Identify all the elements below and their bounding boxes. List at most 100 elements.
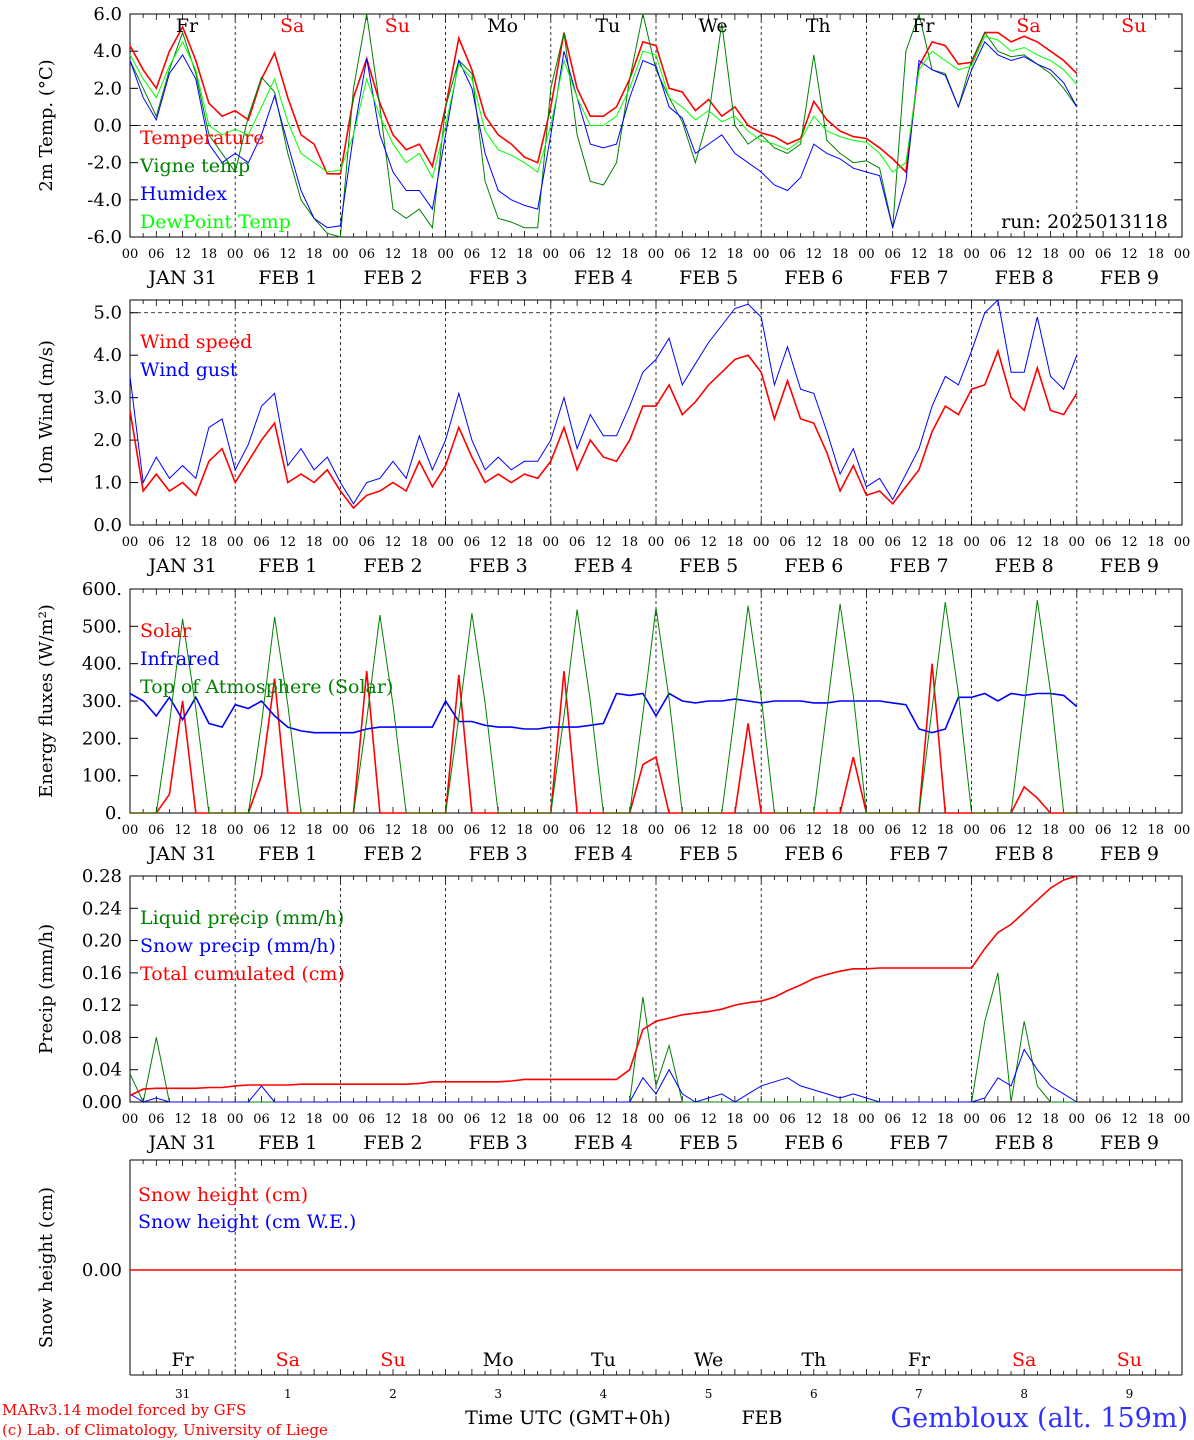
x-hour-label: 12 — [385, 823, 402, 838]
y-tick-label: 0.00 — [82, 1092, 122, 1113]
legend-entry: Solar — [140, 620, 192, 642]
x-hour-label: 12 — [806, 1112, 823, 1127]
weekday-label: We — [694, 1349, 723, 1371]
y-tick-label: 0.04 — [82, 1060, 122, 1081]
x-day-label: FEB 8 — [995, 267, 1054, 289]
series-line — [130, 600, 1077, 814]
legend-entry: Temperature — [140, 127, 264, 149]
y-tick-label: -4.0 — [87, 190, 122, 211]
x-hour-label: 00 — [858, 1112, 875, 1127]
x-hour-label: 18 — [1042, 247, 1059, 262]
legend-entry: DewPoint Temp — [140, 211, 291, 233]
x-hour-label: 18 — [832, 823, 849, 838]
legend-entry: Wind speed — [140, 331, 252, 353]
day-number-label: 4 — [600, 1387, 608, 1401]
x-hour-label: 00 — [1069, 1112, 1086, 1127]
x-hour-label: 18 — [937, 535, 954, 550]
x-hour-label: 18 — [727, 823, 744, 838]
x-hour-label: 06 — [464, 535, 481, 550]
x-hour-label: 06 — [1095, 1112, 1112, 1127]
x-hour-label: 12 — [1016, 823, 1033, 838]
x-day-label: FEB 2 — [363, 555, 422, 577]
y-tick-label: 4.0 — [93, 345, 122, 366]
x-hour-label: 00 — [543, 535, 560, 550]
y-tick-label: 200. — [82, 728, 122, 749]
x-hour-label: 12 — [911, 1112, 928, 1127]
x-hour-label: 00 — [227, 247, 244, 262]
x-hour-label: 12 — [490, 535, 507, 550]
x-hour-label: 00 — [1069, 823, 1086, 838]
y-axis-label: Snow height (cm) — [36, 1187, 57, 1348]
x-day-label: FEB 3 — [469, 555, 528, 577]
x-hour-label: 12 — [490, 1112, 507, 1127]
x-hour-label: 12 — [490, 247, 507, 262]
x-day-label: FEB 5 — [679, 555, 738, 577]
x-hour-label: 06 — [884, 823, 901, 838]
series-line — [129, 298, 1078, 505]
x-hour-label: 00 — [1069, 535, 1086, 550]
legend-entry: Humidex — [140, 183, 227, 205]
x-hour-label: 00 — [753, 247, 770, 262]
x-day-label: FEB 2 — [363, 1132, 422, 1154]
x-hour-label: 18 — [516, 823, 533, 838]
x-hour-label: 06 — [779, 1112, 796, 1127]
x-hour-label: 06 — [569, 247, 586, 262]
x-hour-label: 00 — [753, 1112, 770, 1127]
legend-entry: Vigne temp — [139, 155, 250, 177]
x-hour-label: 18 — [621, 535, 638, 550]
x-hour-label: 00 — [753, 823, 770, 838]
x-hour-label: 18 — [306, 1112, 323, 1127]
x-day-label: FEB 8 — [995, 555, 1054, 577]
x-hour-label: 00 — [437, 535, 454, 550]
x-hour-label: 12 — [174, 247, 191, 262]
x-hour-label: 18 — [201, 247, 218, 262]
x-hour-label: 18 — [516, 1112, 533, 1127]
x-hour-label: 00 — [963, 535, 980, 550]
legend-entry: Snow height (cm) — [138, 1184, 308, 1206]
x-hour-label: 18 — [306, 535, 323, 550]
x-hour-label: 18 — [201, 535, 218, 550]
x-hour-label: 12 — [911, 247, 928, 262]
x-day-label: FEB 6 — [784, 1132, 843, 1154]
x-day-label: FEB 6 — [784, 267, 843, 289]
x-day-label: FEB 3 — [469, 1132, 528, 1154]
x-hour-label: 18 — [832, 1112, 849, 1127]
x-hour-label: 00 — [543, 823, 560, 838]
legend-entry: Wind gust — [140, 359, 238, 381]
x-hour-label: 18 — [1042, 823, 1059, 838]
x-hour-label: 06 — [990, 247, 1007, 262]
x-hour-label: 00 — [963, 1112, 980, 1127]
weekday-label: Fr — [912, 15, 935, 37]
x-hour-label: 06 — [148, 823, 165, 838]
x-hour-label: 06 — [674, 1112, 691, 1127]
panel-2: 0.0 1.0 2.0 3.0 4.0 5.0 10m Wind (m/s) Wind spe… — [36, 298, 1190, 577]
x-hour-label: 06 — [148, 535, 165, 550]
x-hour-label: 12 — [911, 823, 928, 838]
x-hour-label: 06 — [990, 1112, 1007, 1127]
x-day-label: FEB 8 — [995, 1132, 1054, 1154]
weekday-label: Su — [1121, 15, 1146, 37]
x-hour-label: 12 — [595, 247, 612, 262]
x-hour-label: 00 — [1174, 823, 1191, 838]
x-hour-label: 12 — [911, 535, 928, 550]
x-day-label: FEB 5 — [679, 1132, 738, 1154]
x-hour-label: 12 — [385, 247, 402, 262]
x-hour-label: 12 — [385, 1112, 402, 1127]
x-hour-label: 18 — [306, 823, 323, 838]
x-hour-label: 18 — [727, 535, 744, 550]
station-label: Gembloux (alt. 159m) — [891, 1403, 1188, 1434]
x-hour-label: 00 — [858, 823, 875, 838]
x-hour-label: 12 — [1121, 535, 1138, 550]
x-hour-label: 18 — [411, 1112, 428, 1127]
x-hour-label: 00 — [122, 247, 139, 262]
x-hour-label: 18 — [1042, 535, 1059, 550]
series-line — [129, 25, 1078, 175]
x-hour-label: 06 — [1095, 823, 1112, 838]
x-hour-label: 06 — [253, 823, 270, 838]
x-hour-label: 06 — [990, 535, 1007, 550]
x-hour-label: 12 — [595, 1112, 612, 1127]
x-hour-label: 00 — [858, 247, 875, 262]
y-tick-label: 6.0 — [93, 4, 122, 25]
x-day-label: FEB 7 — [889, 843, 948, 865]
y-tick-label: 0.0 — [93, 515, 122, 536]
